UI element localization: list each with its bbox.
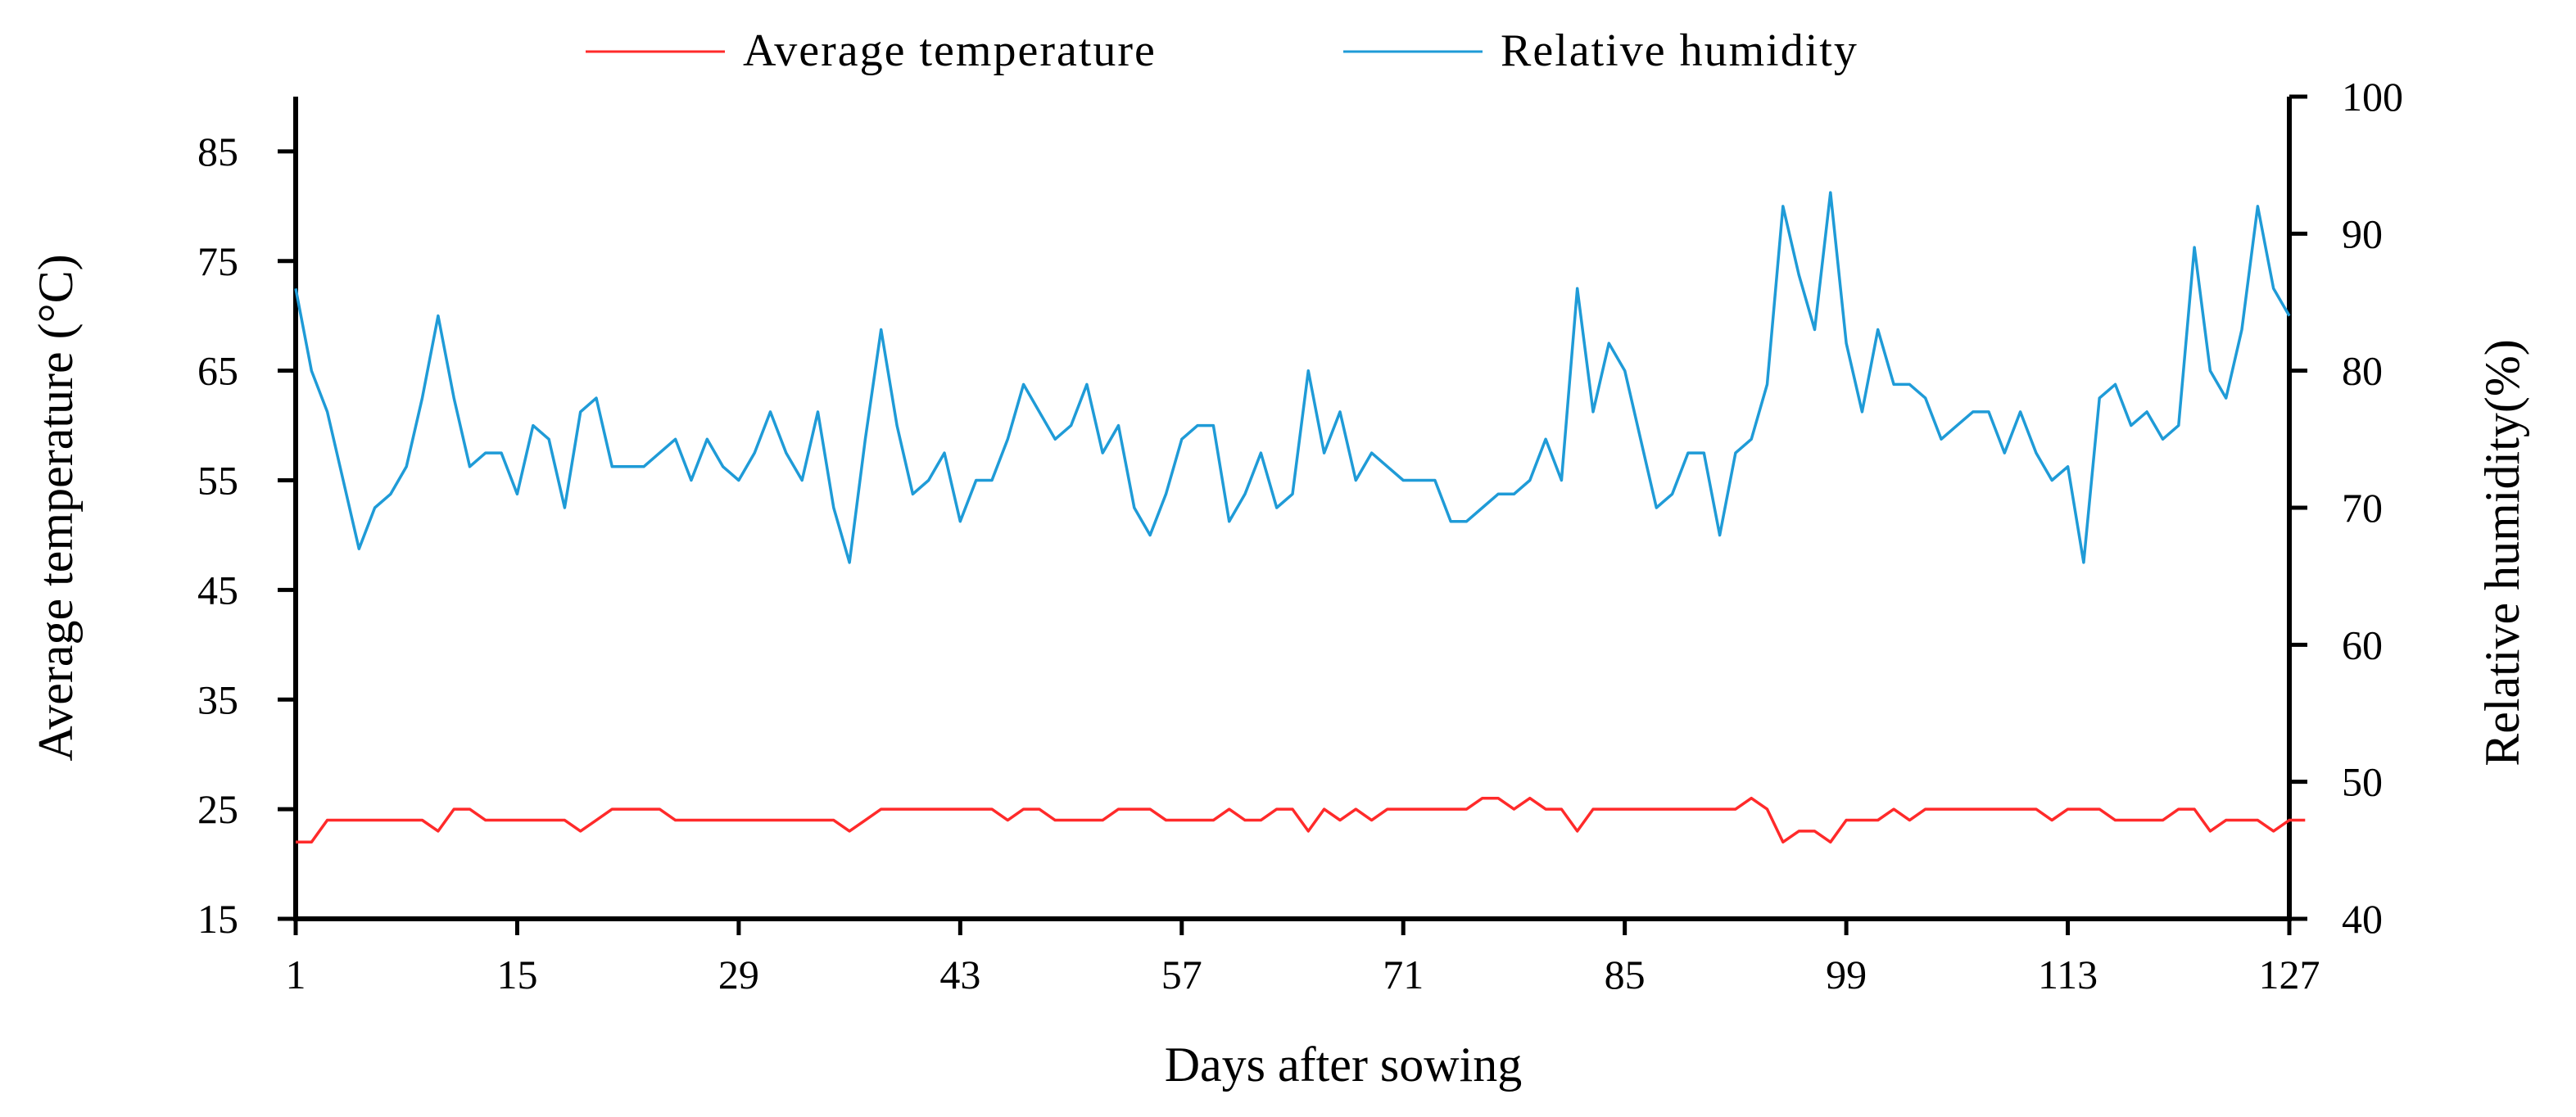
x-tick-label: 113 <box>2038 952 2098 997</box>
x-ticks: 1 15 29 43 57 71 85 99 113 127 <box>286 919 2320 997</box>
right-tick-label: 40 <box>2342 896 2383 942</box>
x-axis-title: Days after sowing <box>1165 1038 1523 1092</box>
right-tick-label: 60 <box>2342 622 2383 667</box>
legend-label-temperature: Average temperature <box>743 25 1157 76</box>
x-tick-label: 1 <box>286 952 306 997</box>
right-axis-title: Relative humidity(%) <box>2475 339 2529 767</box>
left-axis-title: Average temperature (°C) <box>29 254 83 761</box>
x-tick-label: 99 <box>1826 952 1867 997</box>
series-line-temperature <box>296 796 2306 844</box>
left-tick-label: 15 <box>197 896 238 942</box>
left-tick-label: 35 <box>197 676 238 722</box>
right-tick-label: 70 <box>2342 485 2383 531</box>
x-tick-label: 29 <box>718 952 759 997</box>
x-tick-label: 43 <box>939 952 980 997</box>
axes <box>293 97 2292 921</box>
left-tick-label: 75 <box>197 238 238 284</box>
legend: Average temperature Relative humidity <box>586 25 1858 76</box>
left-tick-label: 45 <box>197 567 238 613</box>
x-tick-label: 127 <box>2259 952 2320 997</box>
x-tick-label: 15 <box>496 952 537 997</box>
right-tick-label: 100 <box>2342 74 2403 120</box>
left-tick-label: 65 <box>197 348 238 394</box>
right-tick-label: 50 <box>2342 759 2383 805</box>
x-tick-label: 57 <box>1161 952 1202 997</box>
legend-label-humidity: Relative humidity <box>1501 25 1858 76</box>
right-tick-label: 90 <box>2342 210 2383 256</box>
right-y-ticks: 40 50 60 70 80 90 100 <box>2289 74 2403 942</box>
x-tick-label: 85 <box>1605 952 1646 997</box>
series-line-humidity <box>294 191 2291 564</box>
x-tick-label: 71 <box>1383 952 1424 997</box>
left-tick-label: 85 <box>197 129 238 174</box>
left-tick-label: 25 <box>197 786 238 832</box>
left-y-ticks: 15 25 35 45 55 65 75 85 <box>197 129 296 942</box>
left-tick-label: 55 <box>197 458 238 504</box>
right-tick-label: 80 <box>2342 348 2383 394</box>
